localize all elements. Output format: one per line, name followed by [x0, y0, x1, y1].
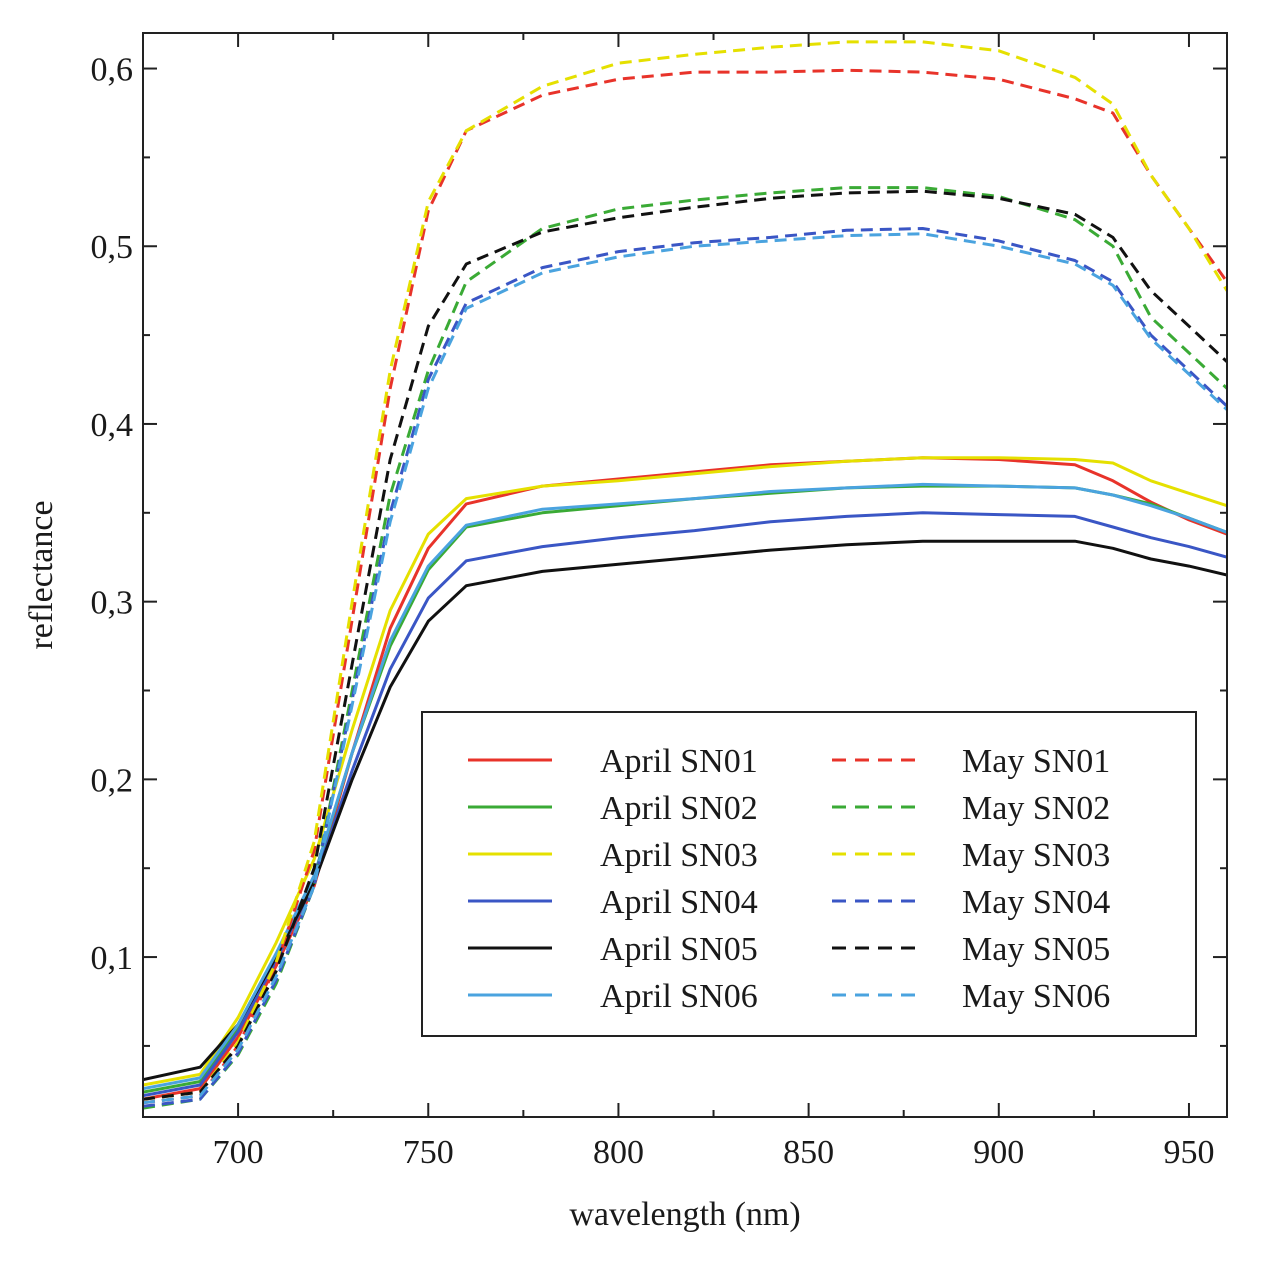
x-tick-label: 950: [1163, 1134, 1214, 1171]
series-line-may-sn01: [143, 68, 1227, 1105]
legend-label: April SN06: [600, 978, 758, 1015]
y-axis-label: reflectance: [23, 500, 60, 649]
legend-box: [421, 711, 1197, 1037]
x-tick-label: 750: [403, 1134, 454, 1171]
legend-label: April SN01: [600, 743, 758, 780]
plot-frame: [142, 32, 1228, 1118]
y-tick-label: 0,4: [91, 407, 134, 444]
series-line-april-sn05: [143, 539, 1227, 1082]
legend-label: May SN03: [962, 837, 1110, 874]
legend-label: April SN03: [600, 837, 758, 874]
series-line-may-sn05: [143, 189, 1227, 1101]
legend-label: April SN05: [600, 931, 758, 968]
y-tick-label: 0,2: [91, 762, 134, 799]
y-tick-label: 0,3: [91, 585, 134, 622]
series-line-may-sn06: [143, 232, 1227, 1105]
legend-label: May SN02: [962, 790, 1110, 827]
y-tick-label: 0,5: [91, 229, 134, 266]
legend-label: April SN04: [600, 884, 758, 921]
series-layer: [143, 40, 1227, 1110]
legend-label: May SN06: [962, 978, 1110, 1015]
ticks-layer: 700 750 800 850 900 950 0,1 0,2 0,3 0,4 0,5 0,6: [91, 33, 1227, 1171]
legend-label: May SN05: [962, 931, 1110, 968]
y-tick-label: 0,6: [91, 52, 134, 89]
legend-label: May SN01: [962, 743, 1110, 780]
x-axis-label: wavelength (nm): [569, 1196, 800, 1233]
series-line-april-sn03: [143, 456, 1227, 1087]
x-tick-label: 800: [593, 1134, 644, 1171]
x-tick-label: 700: [213, 1134, 264, 1171]
y-tick-label: 0,1: [91, 940, 134, 977]
legend-label: April SN02: [600, 790, 758, 827]
x-tick-label: 850: [783, 1134, 834, 1171]
legend-label: May SN04: [962, 884, 1110, 921]
legend: April SN01 April SN02 April SN03 April SN04…: [421, 711, 1197, 1037]
x-tick-label: 900: [973, 1134, 1024, 1171]
series-line-may-sn03: [143, 40, 1227, 1101]
